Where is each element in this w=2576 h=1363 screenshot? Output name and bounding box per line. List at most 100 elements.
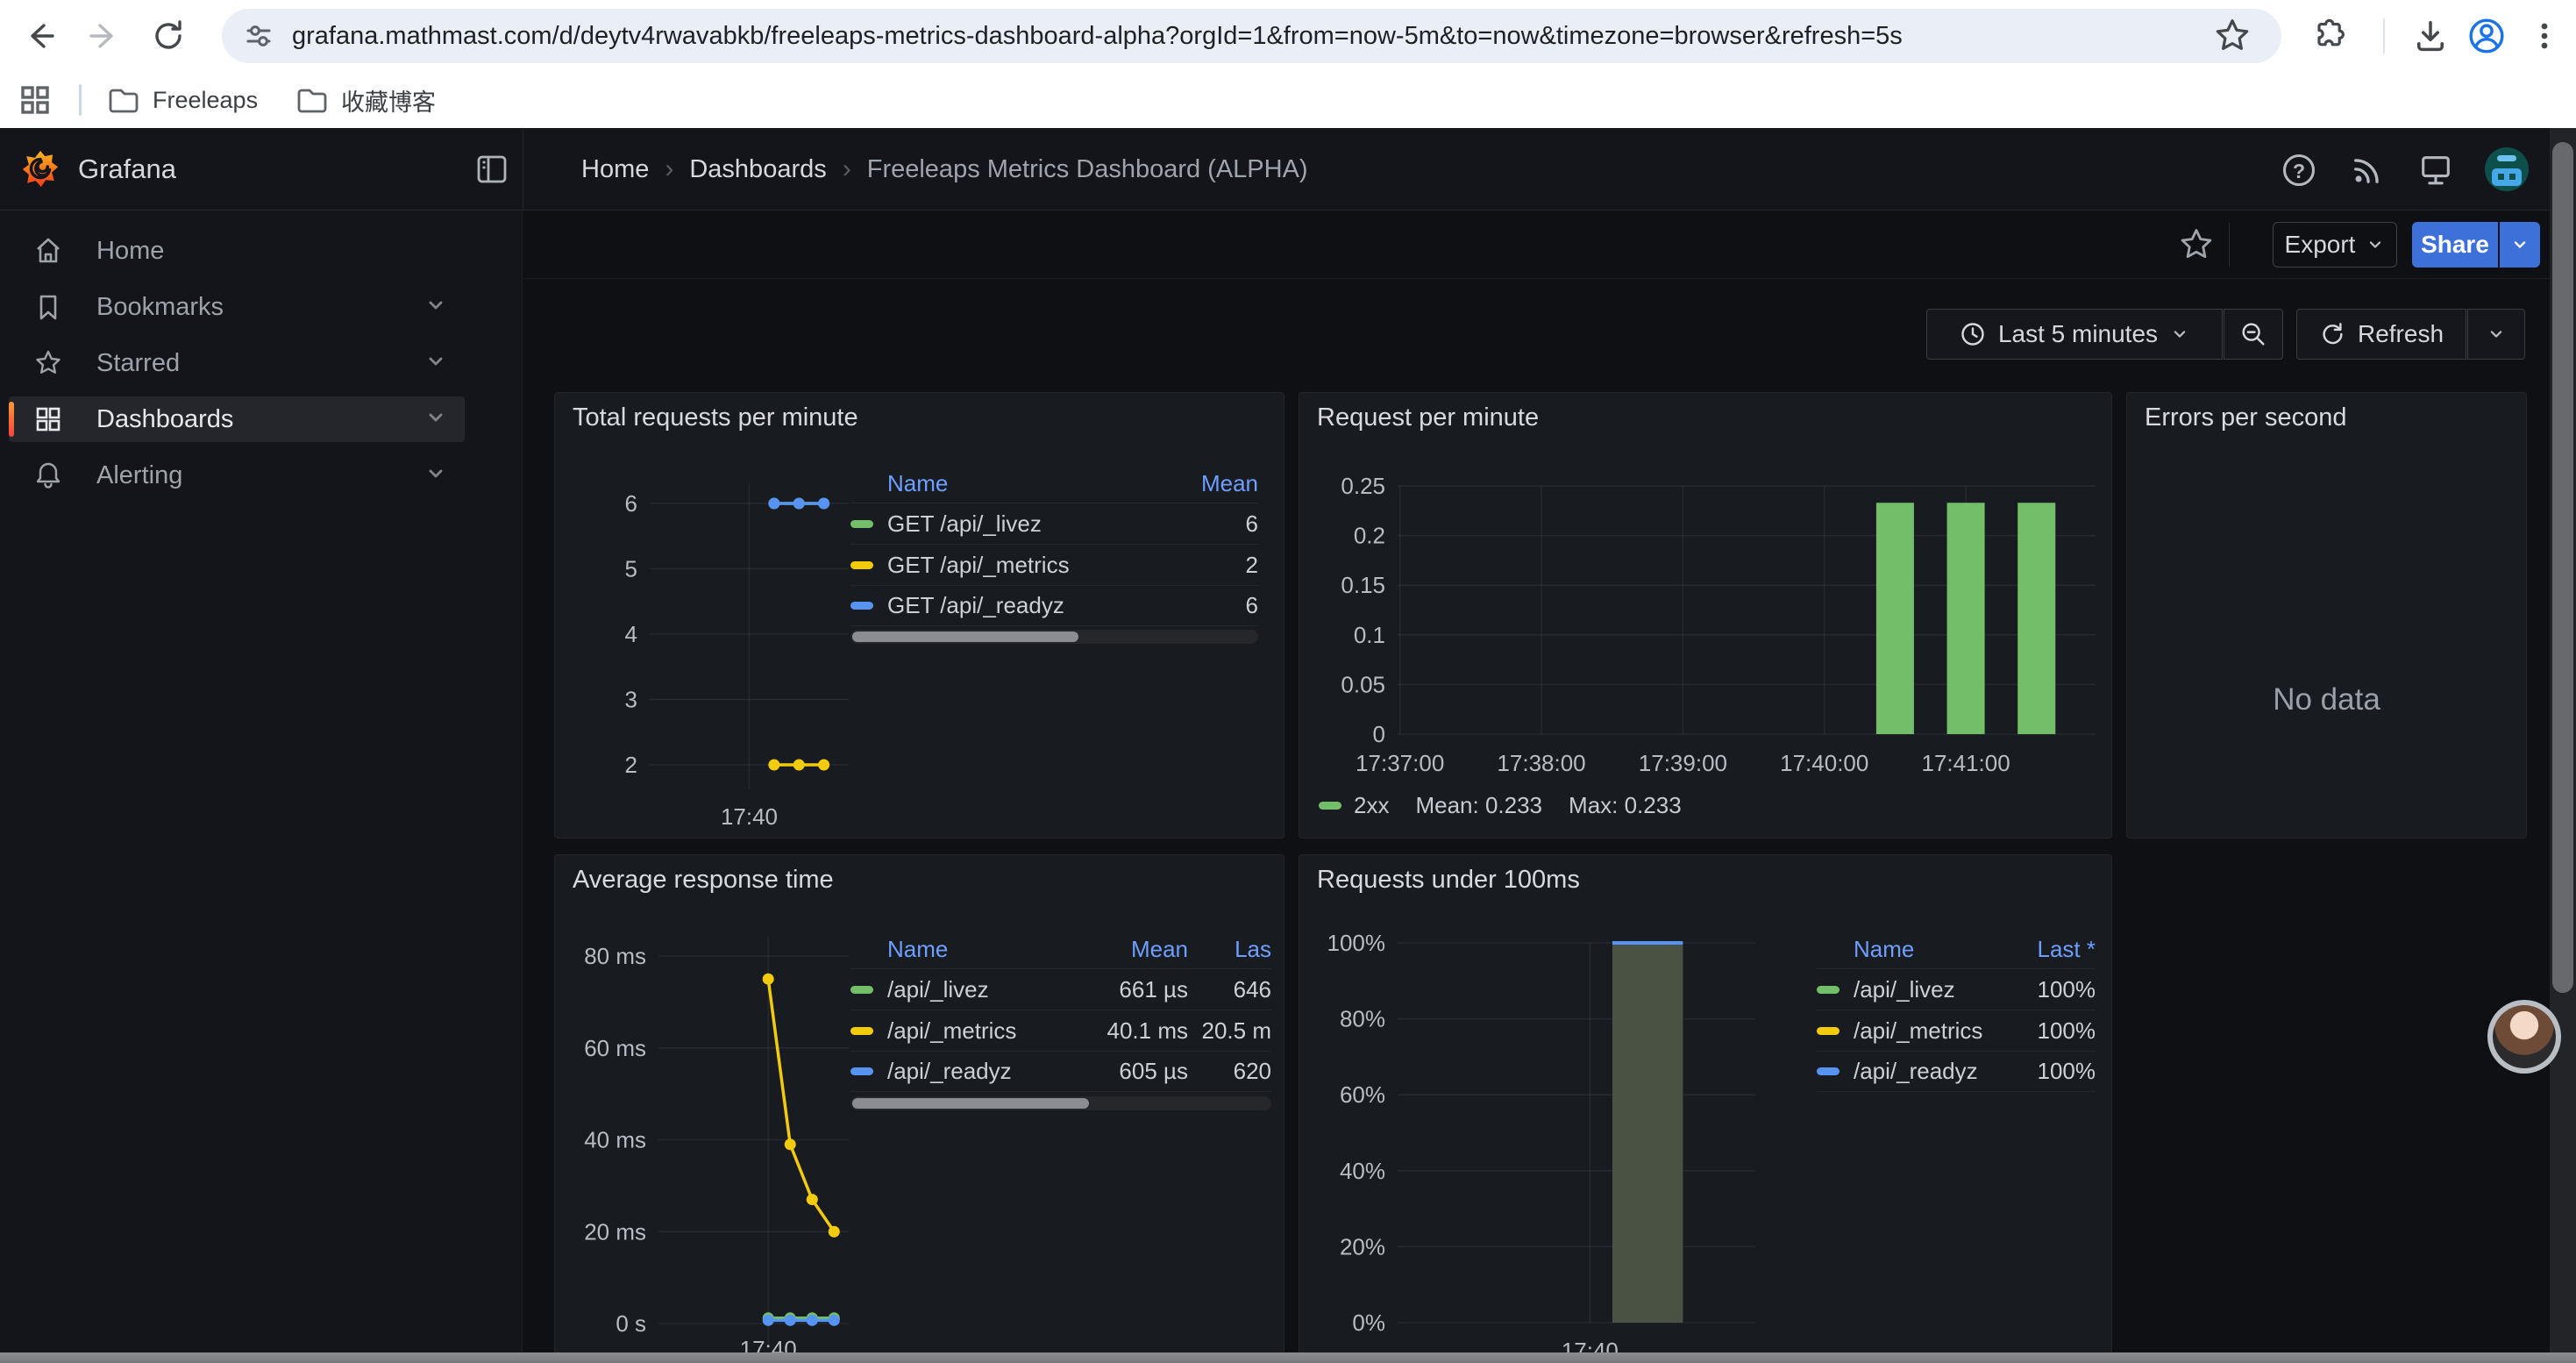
horizontal-scrollbar[interactable] [0, 1352, 2576, 1363]
user-avatar[interactable] [2485, 147, 2529, 191]
news-rss-icon[interactable] [2345, 147, 2390, 193]
share-button[interactable]: Share [2412, 222, 2498, 268]
grafana-brand[interactable]: Grafana [22, 128, 176, 211]
bookmarks-divider [79, 84, 82, 116]
avatar-detail [2497, 155, 2516, 161]
legend-row[interactable]: /api/_metrics 40.1 ms 20.5 m [850, 1010, 1271, 1051]
sidebar-item-dashboards[interactable]: Dashboards [9, 396, 465, 442]
series-dash [850, 520, 873, 528]
breadcrumb-dashboards[interactable]: Dashboards [689, 155, 826, 184]
column-name[interactable]: Name [850, 470, 1153, 497]
bookmark-star-icon[interactable] [2206, 10, 2259, 62]
bookmark-folder-blogs[interactable]: 收藏博客 [295, 72, 436, 128]
avatar-detail [2498, 174, 2504, 180]
sidebar-item-home[interactable]: Home [9, 228, 465, 274]
chevron-down-icon[interactable] [424, 350, 447, 377]
site-settings-icon[interactable] [241, 18, 276, 54]
chevron-down-icon[interactable] [424, 406, 447, 433]
bar-chart[interactable]: 0.250.20.150.10.05017:37:0017:38:0017:39… [1299, 393, 2112, 838]
forward-icon[interactable] [77, 10, 130, 62]
help-icon[interactable]: ? [2276, 147, 2322, 193]
series-dash [1817, 986, 1839, 994]
menu-kebab-icon[interactable] [2518, 10, 2571, 62]
sidebar-item-alerting[interactable]: Alerting [9, 453, 465, 498]
bookmark-folder-freeleaps[interactable]: Freeleaps [107, 72, 258, 128]
legend-scrollbar[interactable] [850, 1096, 1271, 1110]
column-name[interactable]: Name [1817, 936, 2003, 963]
sidebar-item-label: Bookmarks [96, 293, 424, 322]
assistant-avatar[interactable] [2487, 1000, 2561, 1074]
share-dropdown-button[interactable] [2500, 222, 2540, 268]
refresh-interval-dropdown[interactable] [2467, 309, 2525, 360]
svg-text:20%: 20% [1340, 1233, 1385, 1260]
column-name[interactable]: Name [850, 936, 1057, 963]
legend-row[interactable]: GET /api/_readyz 6 [850, 585, 1258, 626]
bookmarks-bar: Freeleaps 收藏博客 [0, 72, 2576, 128]
svg-text:0 s: 0 s [616, 1310, 646, 1337]
panel-requests-under-100ms[interactable]: Requests under 100ms 100%80%60%40%20%0%1… [1299, 854, 2112, 1363]
svg-text:100%: 100% [1327, 930, 1386, 956]
chevron-down-icon[interactable] [424, 294, 447, 321]
svg-text:40 ms: 40 ms [584, 1127, 646, 1153]
legend-row[interactable]: /api/_readyz 100% [1817, 1051, 2096, 1092]
panel-request-per-minute[interactable]: Request per minute 0.250.20.150.10.05017… [1299, 392, 2112, 838]
panel-total-requests[interactable]: Total requests per minute 6543217:40 Nam… [554, 392, 1284, 838]
legend-row[interactable]: GET /api/_metrics 2 [850, 544, 1258, 585]
display-icon[interactable] [2413, 147, 2459, 193]
series-name: 2xx [1354, 792, 1389, 819]
column-mean[interactable]: Mean [1057, 936, 1188, 963]
svg-text:17:38:00: 17:38:00 [1497, 750, 1585, 776]
reload-icon[interactable] [142, 10, 195, 62]
panel-avg-response-time[interactable]: Average response time 80 ms60 ms40 ms20 … [554, 854, 1284, 1363]
legend-header: Name Mean [850, 465, 1258, 503]
refresh-button[interactable]: Refresh [2296, 309, 2466, 360]
favorite-star-icon[interactable] [2177, 225, 2216, 264]
svg-text:17:40:00: 17:40:00 [1780, 750, 1868, 776]
sidebar-item-starred[interactable]: Starred [9, 340, 465, 386]
panel-errors-per-second[interactable]: Errors per second No data [2126, 392, 2527, 838]
legend-row[interactable]: /api/_livez 100% [1817, 968, 2096, 1010]
chevron-down-icon[interactable] [424, 462, 447, 489]
scrollbar-thumb[interactable] [852, 632, 1078, 642]
svg-text:60 ms: 60 ms [584, 1035, 646, 1061]
column-mean[interactable]: Mean [1153, 470, 1258, 497]
scrollbar-thumb[interactable] [852, 1098, 1089, 1109]
breadcrumb-home[interactable]: Home [581, 155, 649, 184]
bookmark-label: 收藏博客 [341, 83, 436, 118]
sidebar-toggle-icon[interactable] [472, 150, 512, 189]
svg-text:17:40: 17:40 [721, 803, 778, 830]
legend-row[interactable]: GET /api/_livez 6 [850, 503, 1258, 544]
column-last[interactable]: Last * [2003, 936, 2096, 963]
svg-text:17:37:00: 17:37:00 [1356, 750, 1444, 776]
legend-row[interactable]: /api/_readyz 605 µs 620 [850, 1051, 1271, 1092]
downloads-icon[interactable] [2404, 10, 2457, 62]
sidebar-item-bookmarks[interactable]: Bookmarks [9, 284, 465, 330]
time-range-picker[interactable]: Last 5 minutes [1926, 309, 2223, 360]
url-text[interactable]: grafana.mathmast.com/d/deytv4rwavabkb/fr… [292, 22, 1903, 51]
svg-text:20 ms: 20 ms [584, 1218, 646, 1245]
breadcrumb-current: Freeleaps Metrics Dashboard (ALPHA) [867, 155, 1308, 184]
chevron-down-icon [2510, 235, 2530, 254]
legend-header: Name Mean Las [850, 931, 1271, 968]
url-bar[interactable]: grafana.mathmast.com/d/deytv4rwavabkb/fr… [222, 9, 2281, 63]
zoom-out-button[interactable] [2224, 309, 2283, 360]
bell-icon [33, 460, 63, 490]
legend-row[interactable]: /api/_livez 661 µs 646 [850, 968, 1271, 1010]
svg-text:2: 2 [625, 752, 637, 778]
brand-name: Grafana [78, 153, 176, 185]
legend[interactable]: 2xx Mean: 0.233 Max: 0.233 [1319, 792, 1682, 819]
column-last[interactable]: Las [1188, 936, 1271, 963]
chevron-down-icon [2487, 325, 2506, 344]
sidebar-item-label: Dashboards [96, 405, 424, 434]
toolbar-divider [2383, 18, 2385, 54]
series-dash [1817, 1027, 1839, 1035]
back-icon[interactable] [14, 10, 67, 62]
profile-icon[interactable] [2460, 10, 2513, 62]
export-button[interactable]: Export [2273, 222, 2397, 268]
zoom-out-icon [2239, 320, 2267, 348]
extensions-icon[interactable] [2302, 10, 2355, 62]
legend-row[interactable]: /api/_metrics 100% [1817, 1010, 2096, 1051]
apps-grid-icon[interactable] [18, 72, 53, 128]
legend-scrollbar[interactable] [850, 630, 1258, 644]
page-scrollbar-thumb[interactable] [2552, 142, 2573, 993]
